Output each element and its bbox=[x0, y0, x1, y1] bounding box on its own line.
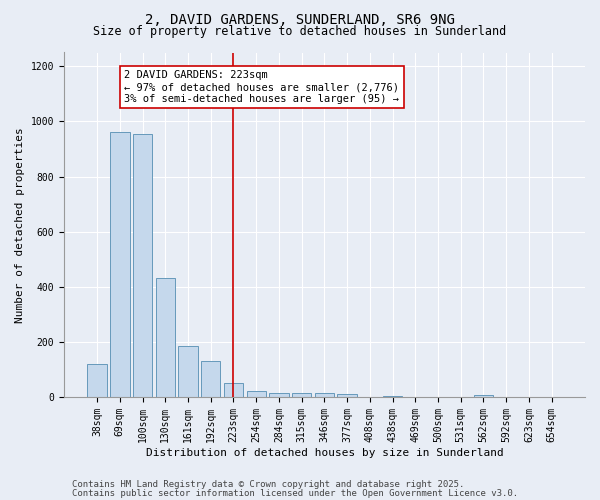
X-axis label: Distribution of detached houses by size in Sunderland: Distribution of detached houses by size … bbox=[146, 448, 503, 458]
Text: 2 DAVID GARDENS: 223sqm
← 97% of detached houses are smaller (2,776)
3% of semi-: 2 DAVID GARDENS: 223sqm ← 97% of detache… bbox=[124, 70, 400, 104]
Bar bbox=[247, 391, 266, 397]
Text: Size of property relative to detached houses in Sunderland: Size of property relative to detached ho… bbox=[94, 25, 506, 38]
Bar bbox=[155, 278, 175, 397]
Text: Contains HM Land Registry data © Crown copyright and database right 2025.: Contains HM Land Registry data © Crown c… bbox=[72, 480, 464, 489]
Bar bbox=[133, 134, 152, 397]
Bar bbox=[315, 393, 334, 397]
Bar bbox=[292, 393, 311, 397]
Text: 2, DAVID GARDENS, SUNDERLAND, SR6 9NG: 2, DAVID GARDENS, SUNDERLAND, SR6 9NG bbox=[145, 12, 455, 26]
Bar bbox=[201, 361, 220, 397]
Bar bbox=[337, 394, 357, 397]
Bar bbox=[178, 346, 197, 397]
Bar bbox=[110, 132, 130, 397]
Bar bbox=[383, 396, 402, 397]
Bar bbox=[224, 383, 243, 397]
Y-axis label: Number of detached properties: Number of detached properties bbox=[15, 127, 25, 322]
Bar bbox=[474, 395, 493, 397]
Text: Contains public sector information licensed under the Open Government Licence v3: Contains public sector information licen… bbox=[72, 489, 518, 498]
Bar bbox=[269, 392, 289, 397]
Bar bbox=[88, 364, 107, 397]
